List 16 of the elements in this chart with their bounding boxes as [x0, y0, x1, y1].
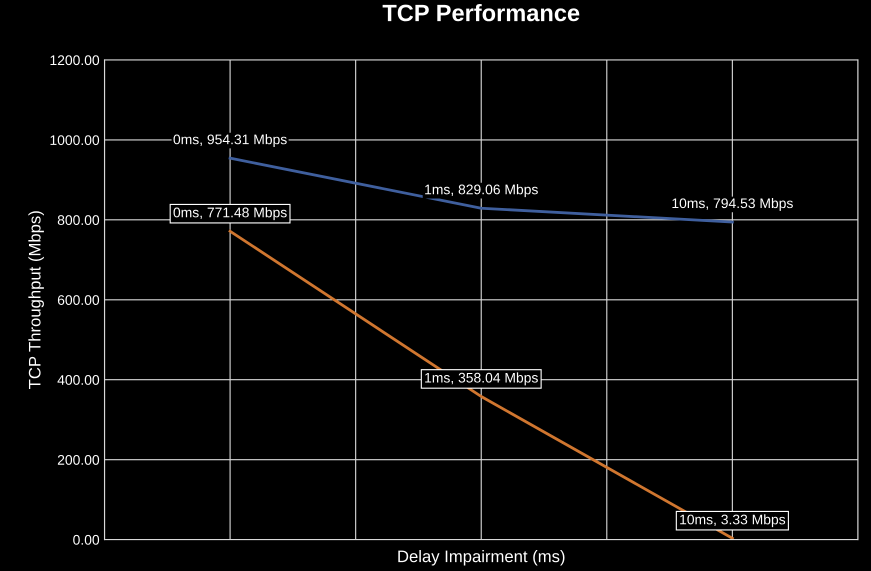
y-tick-label: 600.00	[58, 295, 100, 305]
data-label: 0ms, 954.31 Mbps	[174, 134, 287, 148]
x-axis-title: Delay Impairment (ms)	[398, 550, 564, 566]
y-tick-label: 800.00	[58, 215, 100, 226]
data-label: 0ms, 771.48 Mbps	[174, 207, 287, 220]
y-tick-label: 200.00	[58, 454, 100, 465]
y-axis-title: TCP Throughput (Mbps)	[28, 211, 44, 389]
data-label: 1ms, 358.04 Mbps	[425, 372, 538, 386]
data-label: 10ms, 794.53 Mbps	[672, 198, 793, 211]
y-tick-label: 0.00	[73, 534, 100, 545]
data-label: 1ms, 829.06 Mbps	[425, 184, 538, 198]
y-tick-label: 1000.00	[50, 135, 100, 146]
chart-title: TCP Performance	[382, 4, 580, 22]
data-label: 10ms, 3.33 Mbps	[680, 514, 786, 528]
y-tick-label: 400.00	[58, 375, 100, 385]
y-tick-label: 1200.00	[50, 55, 100, 66]
